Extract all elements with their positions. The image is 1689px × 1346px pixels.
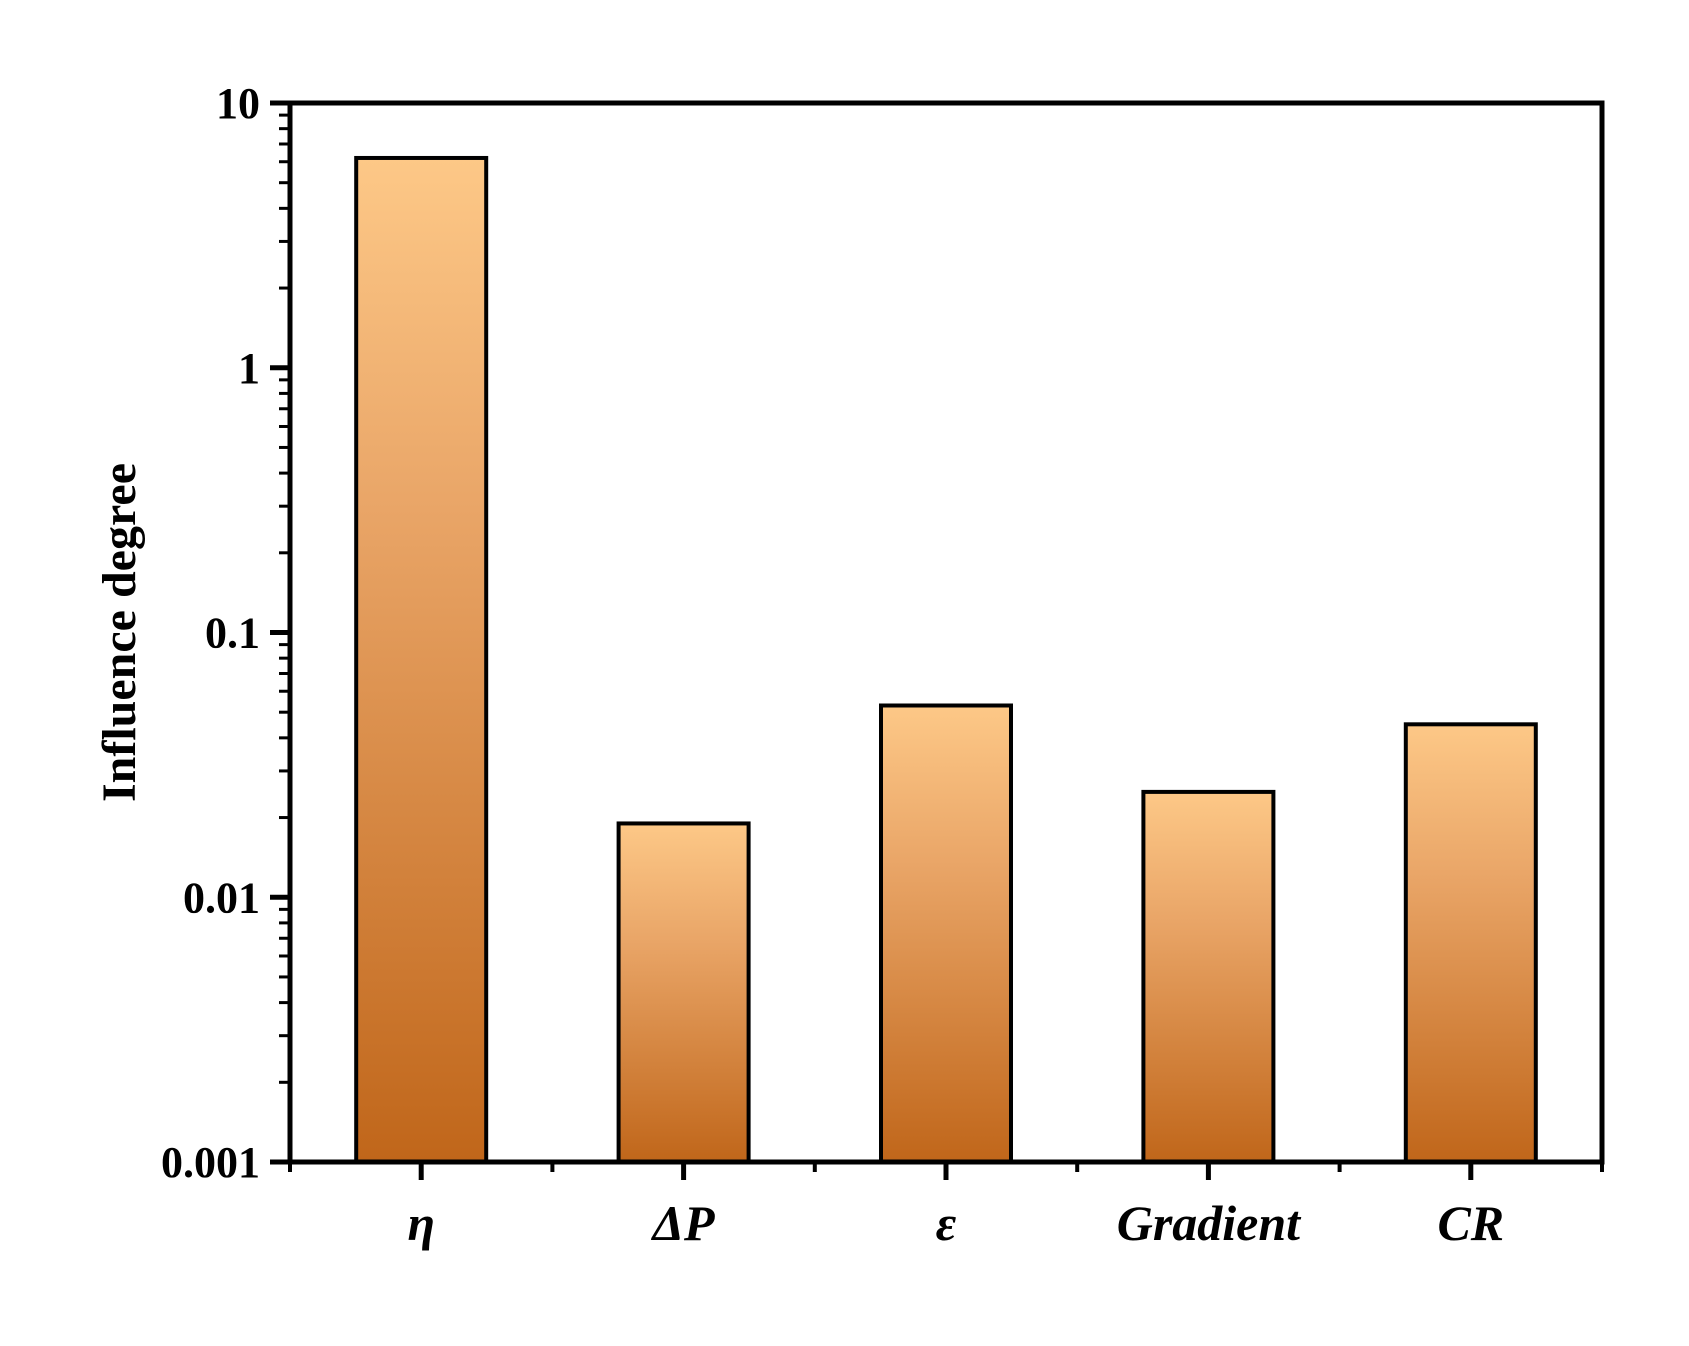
- ticks-layer: [270, 100, 1604, 1180]
- y-tick-label: 1: [238, 344, 260, 393]
- bars-layer: [354, 155, 1538, 1165]
- y-tick-label: 10: [216, 79, 260, 128]
- bar-2: [879, 703, 1013, 1165]
- x-tick-label: ΔP: [651, 1195, 715, 1251]
- y-tick-label: 0.001: [161, 1138, 260, 1187]
- y-tick-label: 0.01: [183, 873, 260, 922]
- y-tick-label: 0.1: [205, 609, 260, 658]
- x-tick-label: ε: [936, 1195, 957, 1251]
- x-tick-label: η: [407, 1195, 434, 1251]
- x-tick-label: CR: [1437, 1195, 1504, 1251]
- x-tick-label: Gradient: [1117, 1195, 1302, 1251]
- y-axis-title: Influence degree: [93, 463, 146, 802]
- bar-1: [616, 821, 751, 1165]
- bar-3: [1141, 789, 1276, 1164]
- bar-4: [1403, 722, 1538, 1165]
- bar-0: [354, 155, 489, 1164]
- labels-layer: η ΔP ε Gradient CR 0.001 0.01 0.1 1 10: [161, 79, 1504, 1251]
